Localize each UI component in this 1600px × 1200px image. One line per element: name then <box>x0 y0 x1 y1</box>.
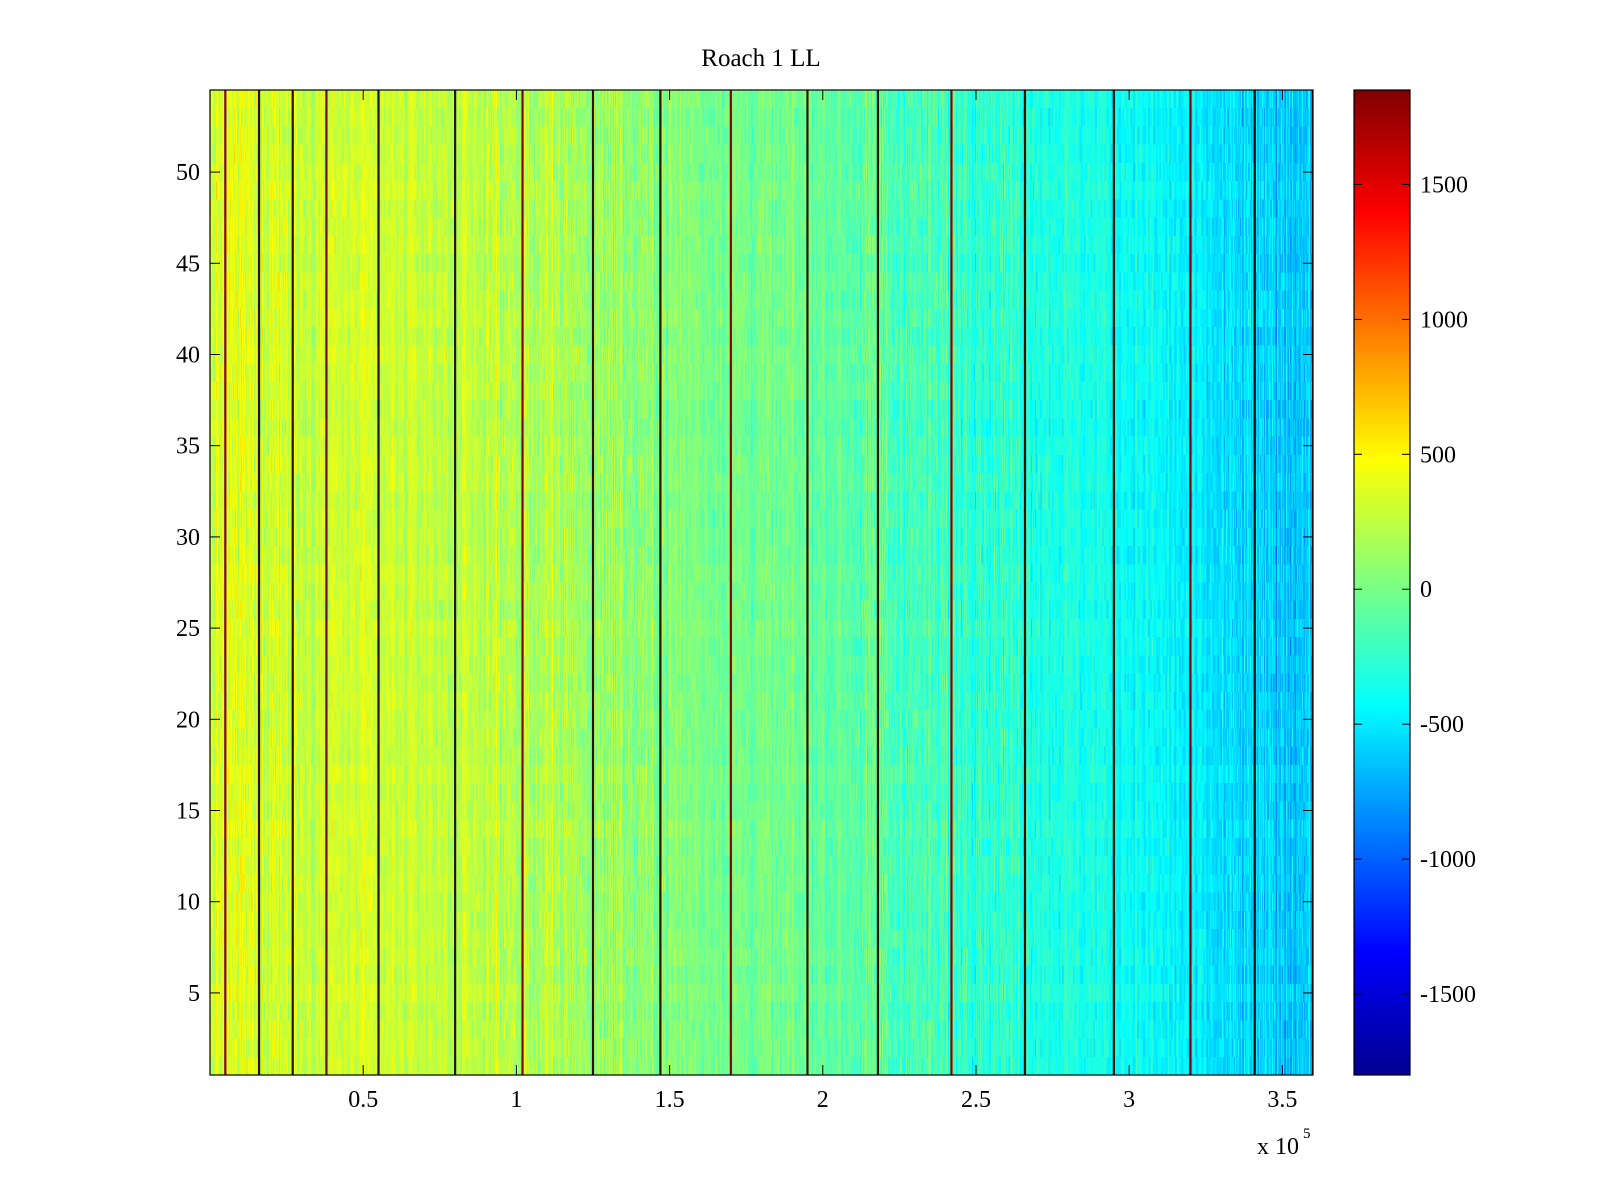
x-tick-label: 2.5 <box>961 1087 991 1113</box>
colorbar-tick-label: -1000 <box>1420 847 1476 873</box>
heatmap-vertical-lines <box>224 90 1313 1075</box>
y-tick-label: 15 <box>176 799 200 825</box>
x-multiplier: x 10 5 <box>1257 1126 1311 1160</box>
x-tick-label: 1.5 <box>655 1087 685 1113</box>
x-multiplier-base: x 10 <box>1257 1134 1299 1160</box>
y-tick-label: 45 <box>176 251 200 277</box>
y-tick-label: 20 <box>176 707 200 733</box>
plot-frame <box>209 89 1314 1076</box>
colorbar-tick-label: -500 <box>1420 712 1464 738</box>
x-tick-label: 1 <box>510 1087 522 1113</box>
x-tick-label: 2 <box>817 1087 829 1113</box>
y-tick-label: 10 <box>176 890 200 916</box>
plot-area <box>209 89 1314 1076</box>
y-tick-label: 5 <box>188 981 200 1007</box>
colorbar-gradient <box>1353 89 1411 1076</box>
colorbar-ticks: -1500 -1000 -500 0 500 1000 1500 <box>1354 172 1476 1008</box>
colorbar-tick-label: 1500 <box>1420 172 1468 198</box>
y-tick-label: 40 <box>176 342 200 368</box>
x-axis: 0.5 1 1.5 2 2.5 3 3.5 <box>348 90 1297 1113</box>
x-multiplier-exponent: 5 <box>1303 1126 1311 1142</box>
heatmap-image <box>210 90 1313 1075</box>
colorbar-tick-label: 0 <box>1420 577 1432 603</box>
colorbar-tick-label: 500 <box>1420 442 1456 468</box>
colorbar-tick-label: 1000 <box>1420 307 1468 333</box>
y-tick-label: 30 <box>176 525 200 551</box>
y-tick-label: 50 <box>176 160 200 186</box>
x-tick-label: 3 <box>1123 1087 1135 1113</box>
x-tick-label: 3.5 <box>1267 1087 1297 1113</box>
y-axis: 5 10 15 20 25 30 35 40 45 50 <box>176 160 1313 1007</box>
y-tick-label: 35 <box>176 434 200 460</box>
colorbar: -1500 -1000 -500 0 500 1000 1500 <box>1353 89 1476 1076</box>
x-tick-label: 0.5 <box>348 1087 378 1113</box>
y-tick-label: 25 <box>176 616 200 642</box>
chart-title: Roach 1 LL <box>701 45 820 72</box>
colorbar-tick-label: -1500 <box>1420 982 1476 1008</box>
